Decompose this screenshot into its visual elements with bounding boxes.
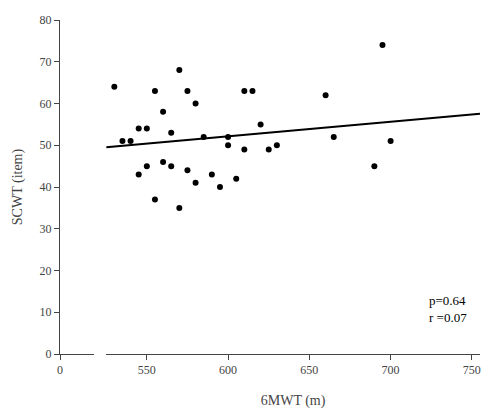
- svg-text:70: 70: [40, 55, 52, 69]
- svg-text:20: 20: [40, 264, 52, 278]
- svg-text:650: 650: [300, 363, 318, 377]
- svg-text:0: 0: [57, 363, 63, 377]
- svg-text:700: 700: [382, 363, 400, 377]
- svg-text:60: 60: [40, 97, 52, 111]
- svg-text:550: 550: [138, 363, 156, 377]
- svg-text:750: 750: [463, 363, 481, 377]
- svg-text:50: 50: [40, 138, 52, 152]
- svg-text:30: 30: [40, 222, 52, 236]
- svg-text:600: 600: [219, 363, 237, 377]
- svg-text:10: 10: [40, 305, 52, 319]
- svg-text:80: 80: [40, 13, 52, 27]
- svg-text:SCWT (item): SCWT (item): [10, 148, 26, 225]
- svg-text:40: 40: [40, 180, 52, 194]
- svg-text:p=0.64r =0.07: p=0.64r =0.07: [429, 293, 467, 325]
- svg-text:6MWT (m): 6MWT (m): [261, 393, 326, 409]
- svg-text:0: 0: [46, 347, 52, 361]
